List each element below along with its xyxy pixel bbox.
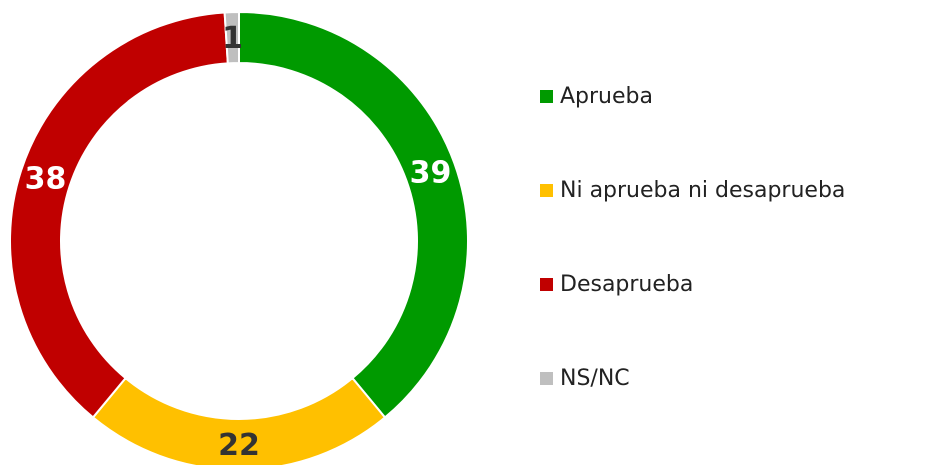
donut-segment — [223, 10, 240, 65]
legend-swatch — [540, 90, 553, 103]
legend-label: NS/NC — [560, 366, 630, 391]
data-label: 39 — [410, 156, 452, 191]
data-label: 38 — [25, 162, 67, 197]
data-label: 22 — [218, 428, 260, 463]
legend-label: Desaprueba — [560, 272, 693, 297]
legend-swatch — [540, 278, 553, 291]
legend-swatch — [540, 372, 553, 385]
data-label: 1 — [222, 21, 243, 56]
legend-label: Aprueba — [560, 84, 653, 109]
legend-swatch — [540, 184, 553, 197]
donut-segment — [238, 10, 469, 419]
legend-label: Ni aprueba ni desaprueba — [560, 178, 845, 203]
donut-segment — [9, 11, 229, 419]
